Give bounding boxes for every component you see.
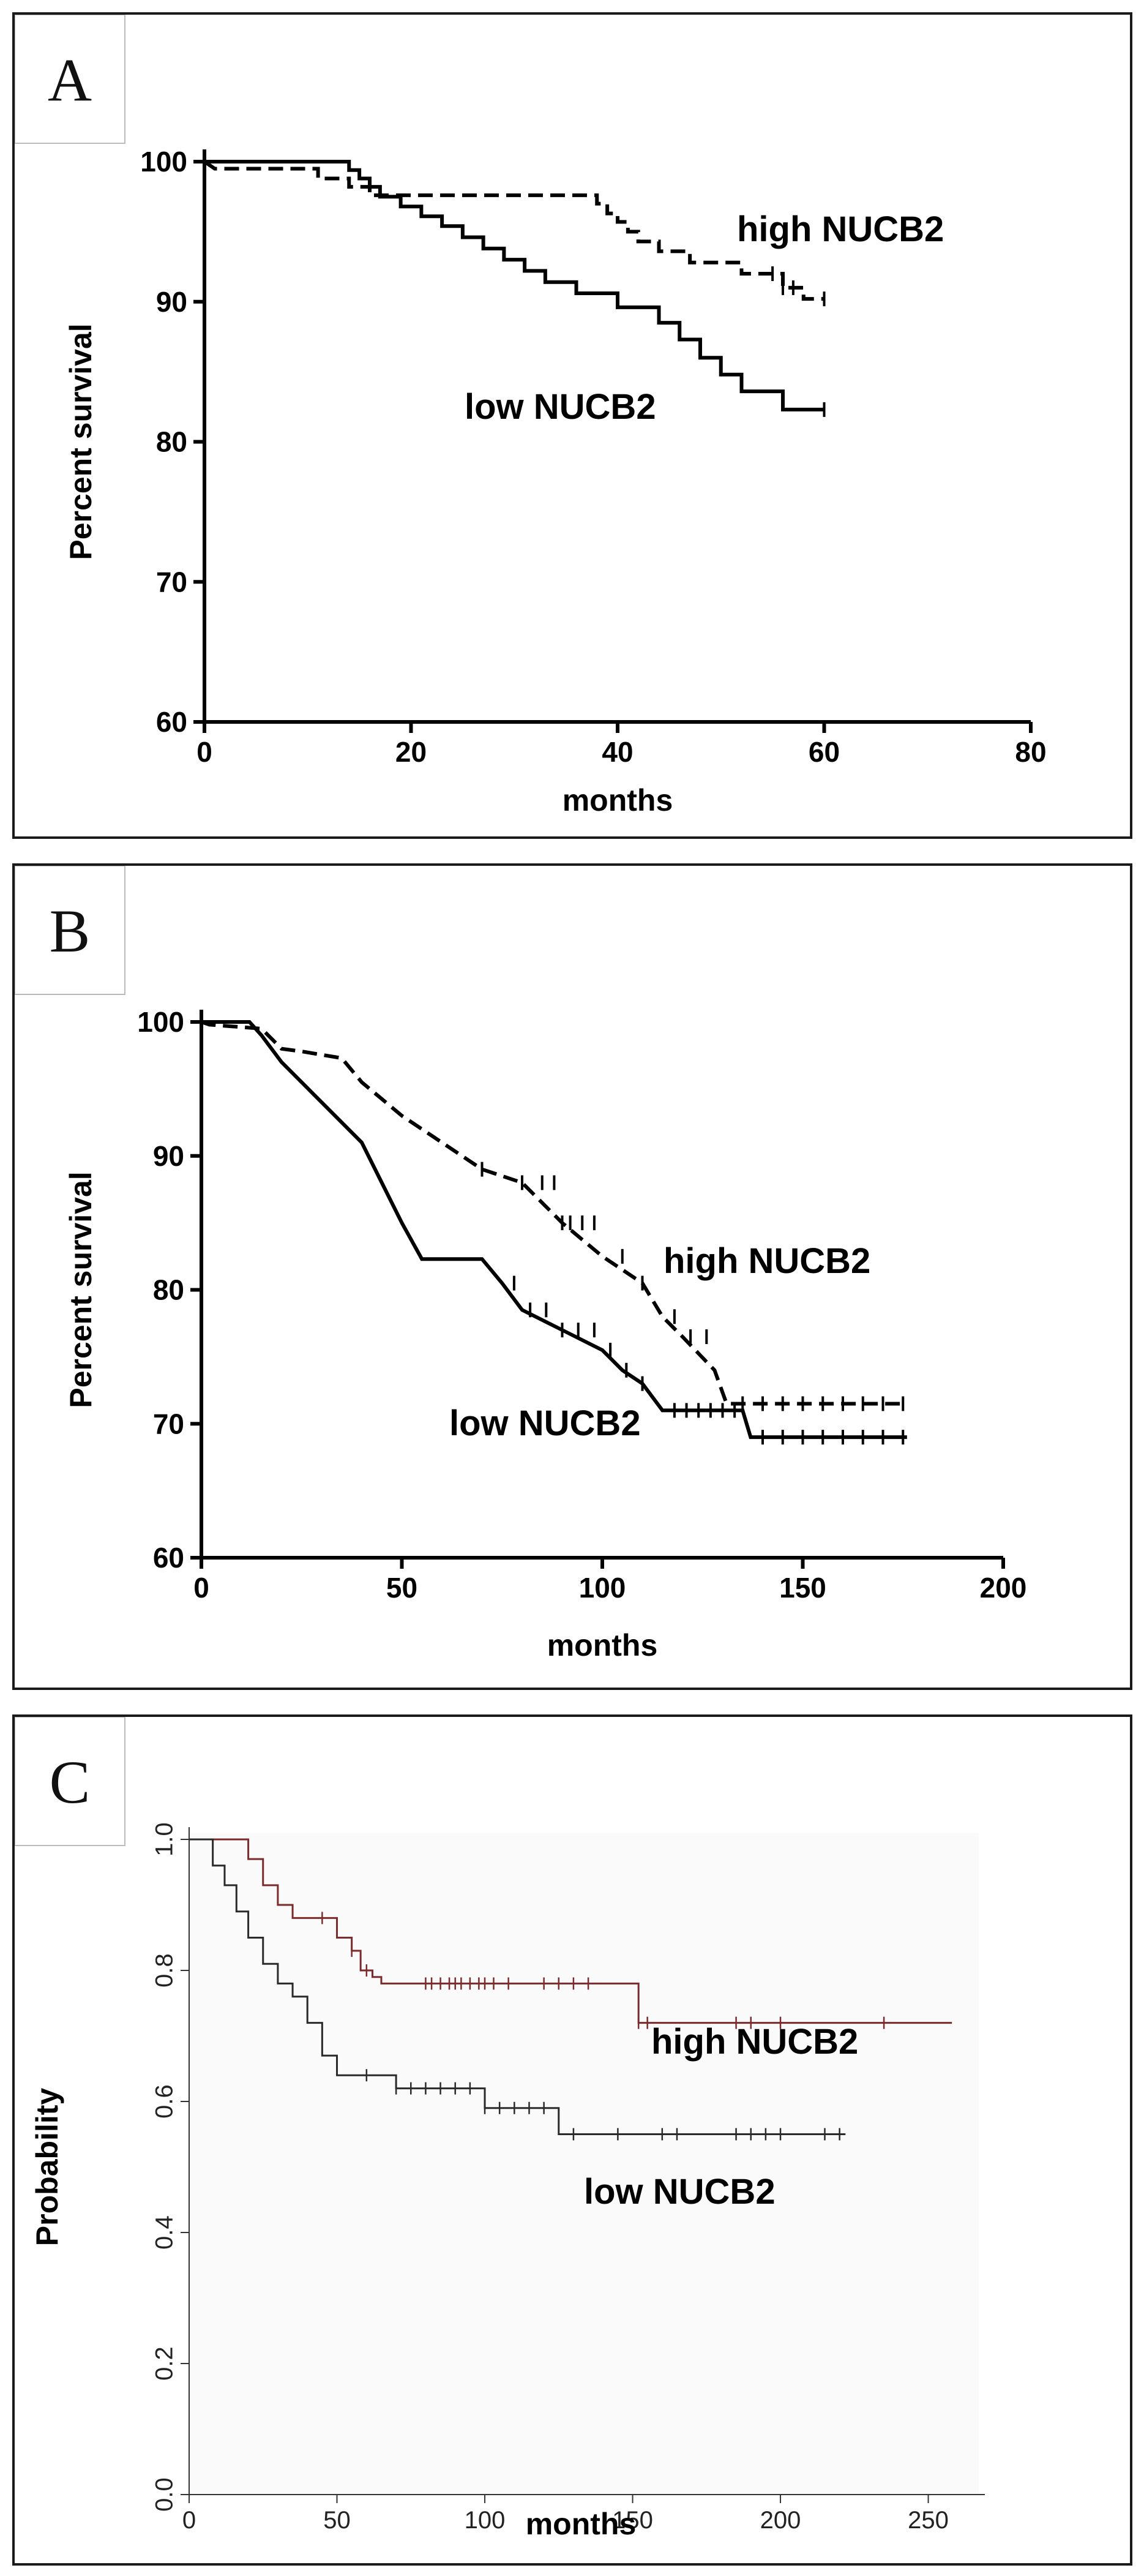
plot-area (189, 1833, 979, 2495)
panel-b: B 0 50 100 150 200 60 70 80 90 100 months Percent su… (12, 863, 1132, 1690)
chart-a: A 0 20 40 60 80 60 70 80 90 100 months Percent survi… (15, 15, 1047, 817)
y-tick-label: 0.4 (151, 2215, 178, 2250)
x-tick-label: 200 (980, 1572, 1027, 1604)
series-line-high (189, 1838, 952, 2024)
series-label-low: low NUCB2 (465, 387, 656, 427)
y-tick-label: 0.6 (151, 2084, 178, 2119)
x-axis-label: months (547, 1628, 658, 1662)
chart-b: B 0 50 100 150 200 60 70 80 90 100 months Percent su… (15, 866, 1027, 1662)
x-tick-label: 80 (1015, 736, 1046, 768)
x-tick-label: 250 (908, 2507, 949, 2534)
series-line-low (201, 1020, 907, 1440)
x-tick-label: 150 (779, 1572, 826, 1604)
series-label-high: high NUCB2 (651, 2022, 858, 2062)
panel-a: A 0 20 40 60 80 60 70 80 90 100 months Percent survi… (12, 12, 1132, 839)
y-tick-label: 90 (156, 286, 187, 318)
series-line-low (204, 160, 824, 411)
y-tick-label: 1.0 (151, 1822, 178, 1857)
y-tick-label: 0.0 (151, 2477, 178, 2512)
panel-c: C 0 50 100 150 200 250 0.0 0.2 0.4 0.6 0.8 1.0 months… (12, 1714, 1132, 2566)
chart-c: C 0 50 100 150 200 250 0.0 0.2 0.4 0.6 0.8 1.0 months… (15, 1717, 985, 2539)
panel-tag: A (48, 46, 92, 114)
y-tick-label: 80 (153, 1274, 184, 1306)
x-tick-label: 100 (579, 1572, 626, 1604)
x-tick-label: 150 (612, 2507, 653, 2534)
y-tick-label: 100 (140, 146, 187, 178)
x-tick-label: 20 (395, 736, 427, 768)
x-axis-label: months (563, 783, 673, 817)
y-tick-label: 60 (156, 706, 187, 738)
y-axis-label: Percent survival (64, 1171, 98, 1408)
x-tick-label: 50 (386, 1572, 417, 1604)
panel-tag-box (15, 1717, 125, 1846)
y-axis-label: Probability (30, 2088, 64, 2247)
y-axis-label: Percent survival (64, 323, 98, 560)
x-tick-label: 100 (465, 2507, 506, 2534)
x-tick-label: 50 (323, 2507, 351, 2534)
y-tick-label: 0.8 (151, 1953, 178, 1988)
x-tick-label: 0 (193, 1572, 209, 1604)
x-tick-label: 60 (809, 736, 840, 768)
panel-tag-box (15, 15, 125, 144)
series-label-low: low NUCB2 (449, 1403, 641, 1443)
series-label-high: high NUCB2 (737, 209, 944, 249)
series-label-high: high NUCB2 (664, 1241, 870, 1281)
x-tick-label: 0 (182, 2507, 196, 2534)
x-axis-label: months (526, 2507, 637, 2539)
y-tick-label: 100 (137, 1006, 184, 1038)
x-tick-label: 0 (196, 736, 212, 768)
panel-tag: C (50, 1748, 91, 1816)
y-tick-label: 80 (156, 426, 187, 458)
series-label-low: low NUCB2 (584, 2172, 776, 2212)
series-line-high (201, 1020, 907, 1406)
panel-tag: B (50, 897, 91, 965)
y-tick-label: 70 (153, 1408, 184, 1440)
series-line-high (203, 160, 824, 301)
y-tick-label: 70 (156, 566, 187, 598)
panel-tag-box (15, 866, 125, 995)
y-tick-label: 90 (153, 1140, 184, 1172)
y-tick-label: 0.2 (151, 2346, 178, 2381)
y-tick-label: 60 (153, 1542, 184, 1574)
x-tick-label: 200 (760, 2507, 801, 2534)
x-tick-label: 40 (602, 736, 633, 768)
